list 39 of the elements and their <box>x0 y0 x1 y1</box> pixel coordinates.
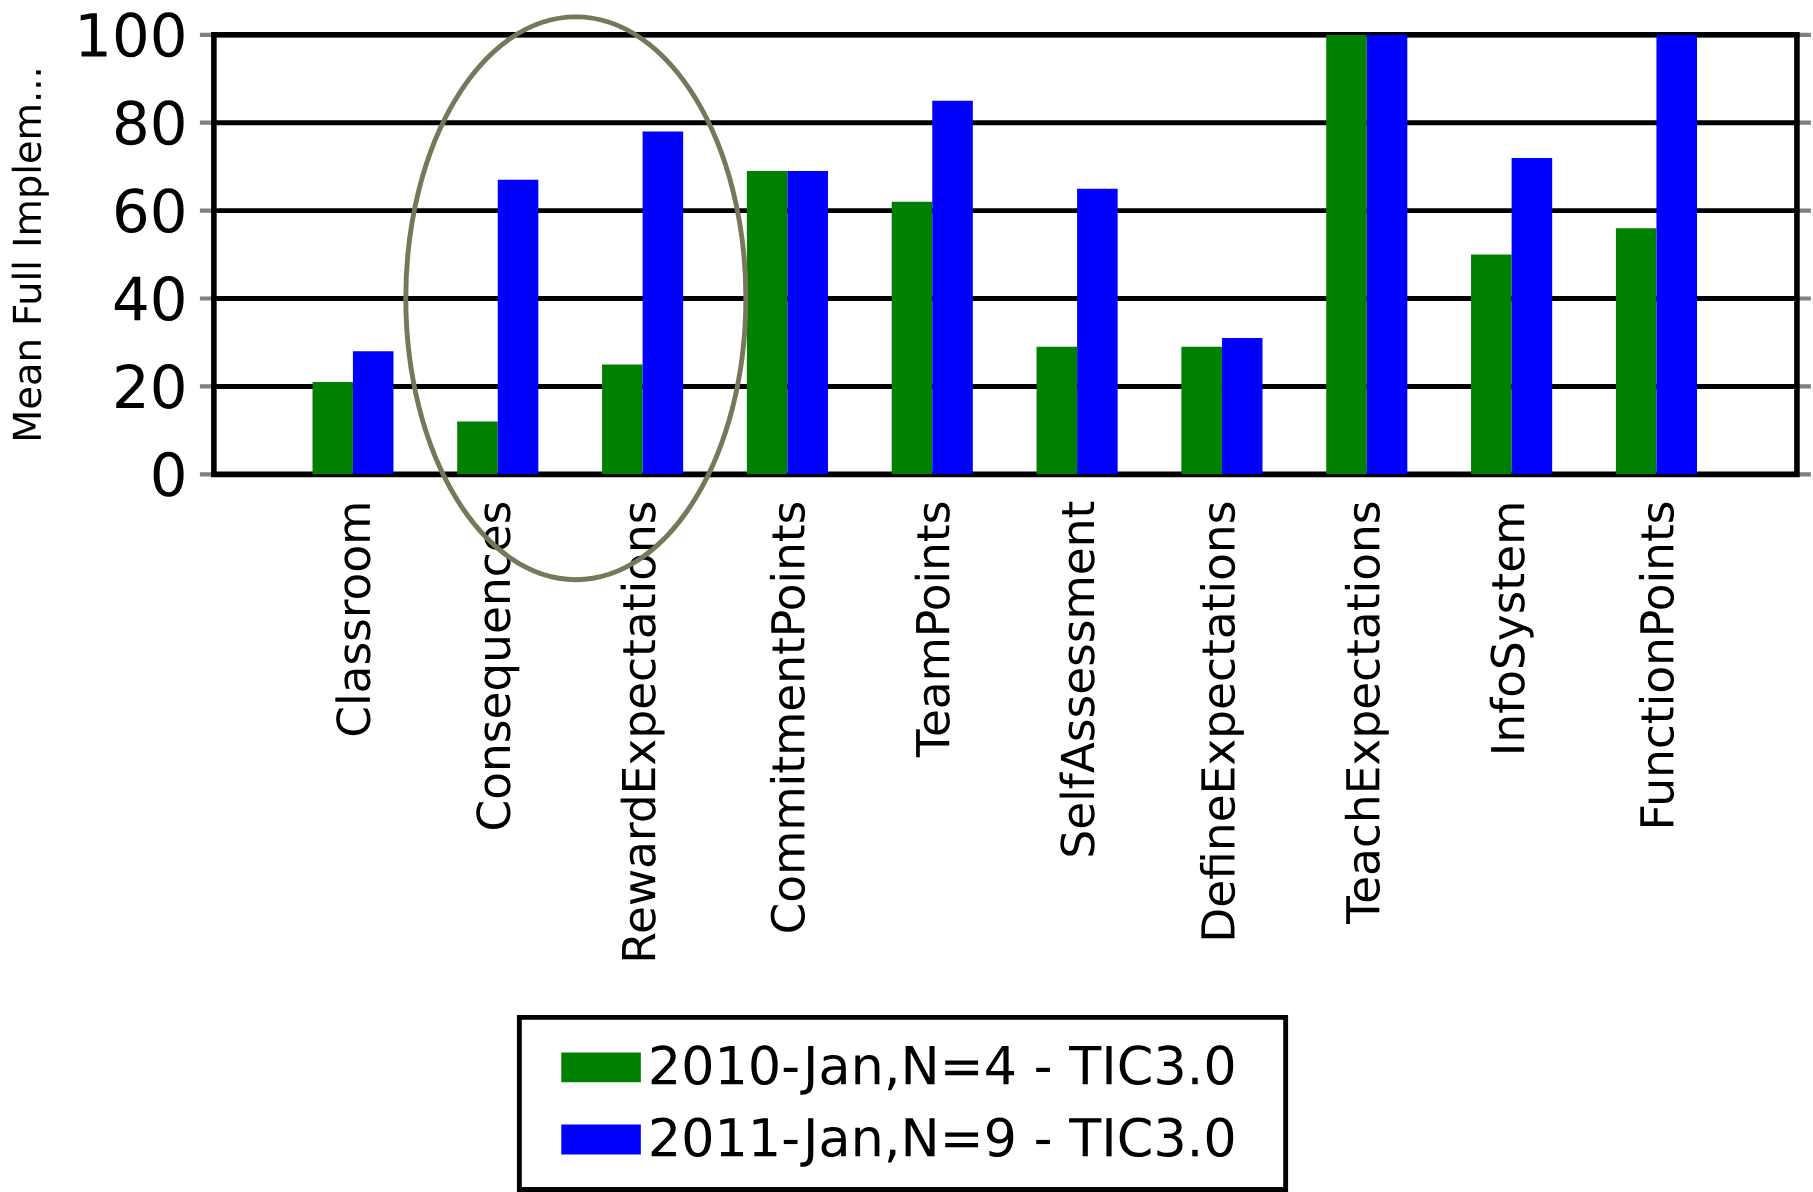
x-tick-label: RewardExpectations <box>620 502 665 960</box>
bar <box>497 179 539 475</box>
x-tick-label: CommitmentPoints <box>769 502 806 932</box>
y-tick-label: 20 <box>116 363 184 409</box>
y-tick-label: 40 <box>114 276 184 321</box>
bar <box>1366 34 1408 475</box>
y-tick-label: 100 <box>80 12 184 58</box>
legend-label: 2011-Jan,N=9 - TIC3.0 <box>651 1117 1234 1167</box>
bar <box>1326 34 1367 475</box>
y-axis-title: Mean Full Implem... <box>11 70 49 440</box>
x-tick-label: DefineExpectations <box>1199 502 1244 939</box>
bar <box>1181 346 1222 475</box>
bar <box>1221 338 1263 475</box>
x-tick-label: TeachExpectations <box>1344 502 1389 925</box>
x-tick-label: Consequences <box>476 502 520 829</box>
bar <box>891 201 933 475</box>
bar <box>932 100 973 475</box>
bar <box>642 131 684 475</box>
legend-label: 2010-Jan,N=4 - TIC3.0 <box>651 1045 1234 1095</box>
x-tick-label: InfoSystem <box>1489 504 1534 752</box>
bar <box>1615 228 1657 475</box>
bar <box>1036 346 1078 475</box>
bar <box>602 364 643 475</box>
bar <box>312 382 353 475</box>
x-tick-label: Classroom <box>335 504 371 736</box>
bar <box>787 171 828 475</box>
x-tick-label: SelfAssessment <box>1059 501 1095 856</box>
bar <box>746 171 788 475</box>
bar <box>352 351 394 475</box>
bar <box>1077 188 1118 475</box>
y-tick-label: 0 <box>153 451 184 497</box>
bar <box>1511 157 1553 475</box>
bar <box>1471 254 1512 475</box>
x-tick-label: TeamPoints <box>914 502 950 758</box>
bar <box>457 421 498 475</box>
x-tick-label: FunctionPoints <box>1638 502 1675 826</box>
bar <box>1656 34 1698 475</box>
y-tick-label: 80 <box>116 100 184 146</box>
y-tick-label: 60 <box>116 188 184 234</box>
